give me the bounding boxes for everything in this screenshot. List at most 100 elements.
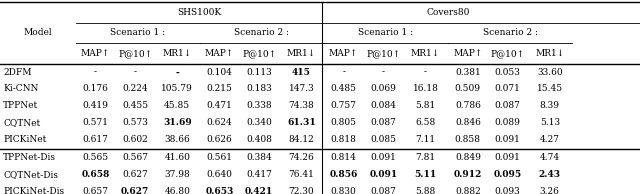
Text: -: - bbox=[94, 68, 97, 76]
Text: 0.830: 0.830 bbox=[331, 187, 356, 194]
Text: Scenario 2 :: Scenario 2 : bbox=[234, 29, 289, 37]
Text: 0.069: 0.069 bbox=[371, 84, 396, 94]
Text: 0.814: 0.814 bbox=[331, 153, 356, 162]
Text: 0.567: 0.567 bbox=[122, 153, 148, 162]
Text: MAP↑: MAP↑ bbox=[329, 49, 358, 58]
Text: 0.104: 0.104 bbox=[207, 68, 232, 76]
Text: 0.571: 0.571 bbox=[83, 118, 108, 127]
Text: 0.113: 0.113 bbox=[246, 68, 272, 76]
Text: 0.381: 0.381 bbox=[455, 68, 481, 76]
Text: 4.74: 4.74 bbox=[540, 153, 560, 162]
Text: 0.087: 0.087 bbox=[371, 187, 396, 194]
Text: 5.13: 5.13 bbox=[540, 118, 560, 127]
Text: 0.573: 0.573 bbox=[122, 118, 148, 127]
Text: 0.626: 0.626 bbox=[207, 135, 232, 144]
Text: 0.224: 0.224 bbox=[122, 84, 148, 94]
Text: 8.39: 8.39 bbox=[540, 101, 560, 110]
Text: CQTNet-Dis: CQTNet-Dis bbox=[3, 170, 58, 179]
Text: 0.565: 0.565 bbox=[83, 153, 108, 162]
Text: 0.471: 0.471 bbox=[207, 101, 232, 110]
Text: 0.455: 0.455 bbox=[122, 101, 148, 110]
Text: MAP↑: MAP↑ bbox=[453, 49, 483, 58]
Text: 0.658: 0.658 bbox=[81, 170, 109, 179]
Text: 0.624: 0.624 bbox=[207, 118, 232, 127]
Text: 0.509: 0.509 bbox=[455, 84, 481, 94]
Text: 0.757: 0.757 bbox=[331, 101, 356, 110]
Text: 0.653: 0.653 bbox=[205, 187, 234, 194]
Text: 5.88: 5.88 bbox=[415, 187, 436, 194]
Text: Covers80: Covers80 bbox=[426, 8, 470, 17]
Text: 0.627: 0.627 bbox=[122, 170, 148, 179]
Text: 0.912: 0.912 bbox=[454, 170, 482, 179]
Text: 415: 415 bbox=[292, 68, 311, 76]
Text: 6.58: 6.58 bbox=[415, 118, 436, 127]
Text: 45.85: 45.85 bbox=[164, 101, 190, 110]
Text: 4.27: 4.27 bbox=[540, 135, 560, 144]
Text: MR1↓: MR1↓ bbox=[287, 49, 316, 58]
Text: 0.818: 0.818 bbox=[331, 135, 356, 144]
Text: 84.12: 84.12 bbox=[289, 135, 314, 144]
Text: 0.384: 0.384 bbox=[246, 153, 272, 162]
Text: 0.176: 0.176 bbox=[83, 84, 108, 94]
Text: 61.31: 61.31 bbox=[287, 118, 316, 127]
Text: Model: Model bbox=[24, 28, 52, 37]
Text: 2DFM: 2DFM bbox=[3, 68, 32, 76]
Text: 5.81: 5.81 bbox=[415, 101, 436, 110]
Text: 41.60: 41.60 bbox=[164, 153, 190, 162]
Text: 0.805: 0.805 bbox=[331, 118, 356, 127]
Text: 147.3: 147.3 bbox=[289, 84, 314, 94]
Text: MAP↑: MAP↑ bbox=[205, 49, 234, 58]
Text: 0.089: 0.089 bbox=[495, 118, 520, 127]
Text: 105.79: 105.79 bbox=[161, 84, 193, 94]
Text: 0.421: 0.421 bbox=[245, 187, 273, 194]
Text: 37.98: 37.98 bbox=[164, 170, 190, 179]
Text: MR1↓: MR1↓ bbox=[411, 49, 440, 58]
Text: P@10↑: P@10↑ bbox=[242, 49, 276, 58]
Text: CQTNet: CQTNet bbox=[3, 118, 40, 127]
Text: 0.053: 0.053 bbox=[495, 68, 520, 76]
Text: TPPNet: TPPNet bbox=[3, 101, 38, 110]
Text: P@10↑: P@10↑ bbox=[366, 49, 401, 58]
Text: 46.80: 46.80 bbox=[164, 187, 190, 194]
Text: Scenario 1 :: Scenario 1 : bbox=[110, 29, 165, 37]
Text: 0.602: 0.602 bbox=[122, 135, 148, 144]
Text: 74.38: 74.38 bbox=[289, 101, 314, 110]
Text: 76.41: 76.41 bbox=[289, 170, 314, 179]
Text: 38.66: 38.66 bbox=[164, 135, 190, 144]
Text: MAP↑: MAP↑ bbox=[81, 49, 110, 58]
Text: Ki-CNN: Ki-CNN bbox=[3, 84, 38, 94]
Text: 0.087: 0.087 bbox=[495, 101, 520, 110]
Text: -: - bbox=[424, 68, 427, 76]
Text: 0.071: 0.071 bbox=[495, 84, 520, 94]
Text: 33.60: 33.60 bbox=[537, 68, 563, 76]
Text: 5.11: 5.11 bbox=[415, 170, 436, 179]
Text: 0.340: 0.340 bbox=[246, 118, 272, 127]
Text: PICKiNet-Dis: PICKiNet-Dis bbox=[3, 187, 65, 194]
Text: 0.657: 0.657 bbox=[83, 187, 108, 194]
Text: Scenario 2 :: Scenario 2 : bbox=[483, 29, 538, 37]
Text: 15.45: 15.45 bbox=[537, 84, 563, 94]
Text: 7.11: 7.11 bbox=[415, 135, 436, 144]
Text: -: - bbox=[342, 68, 345, 76]
Text: 0.087: 0.087 bbox=[371, 118, 396, 127]
Text: 0.627: 0.627 bbox=[121, 187, 149, 194]
Text: -: - bbox=[134, 68, 136, 76]
Text: 0.091: 0.091 bbox=[369, 170, 397, 179]
Text: 0.091: 0.091 bbox=[371, 153, 396, 162]
Text: MR1↓: MR1↓ bbox=[163, 49, 192, 58]
Text: 0.617: 0.617 bbox=[83, 135, 108, 144]
Text: 16.18: 16.18 bbox=[413, 84, 438, 94]
Text: 0.858: 0.858 bbox=[455, 135, 481, 144]
Text: SHS100K: SHS100K bbox=[177, 8, 222, 17]
Text: 0.091: 0.091 bbox=[495, 153, 520, 162]
Text: 0.091: 0.091 bbox=[495, 135, 520, 144]
Text: 0.183: 0.183 bbox=[246, 84, 272, 94]
Text: 0.084: 0.084 bbox=[371, 101, 396, 110]
Text: 0.640: 0.640 bbox=[207, 170, 232, 179]
Text: 0.417: 0.417 bbox=[246, 170, 272, 179]
Text: 0.856: 0.856 bbox=[330, 170, 358, 179]
Text: PICKiNet: PICKiNet bbox=[3, 135, 47, 144]
Text: 74.26: 74.26 bbox=[289, 153, 314, 162]
Text: P@10↑: P@10↑ bbox=[118, 49, 152, 58]
Text: 0.485: 0.485 bbox=[331, 84, 356, 94]
